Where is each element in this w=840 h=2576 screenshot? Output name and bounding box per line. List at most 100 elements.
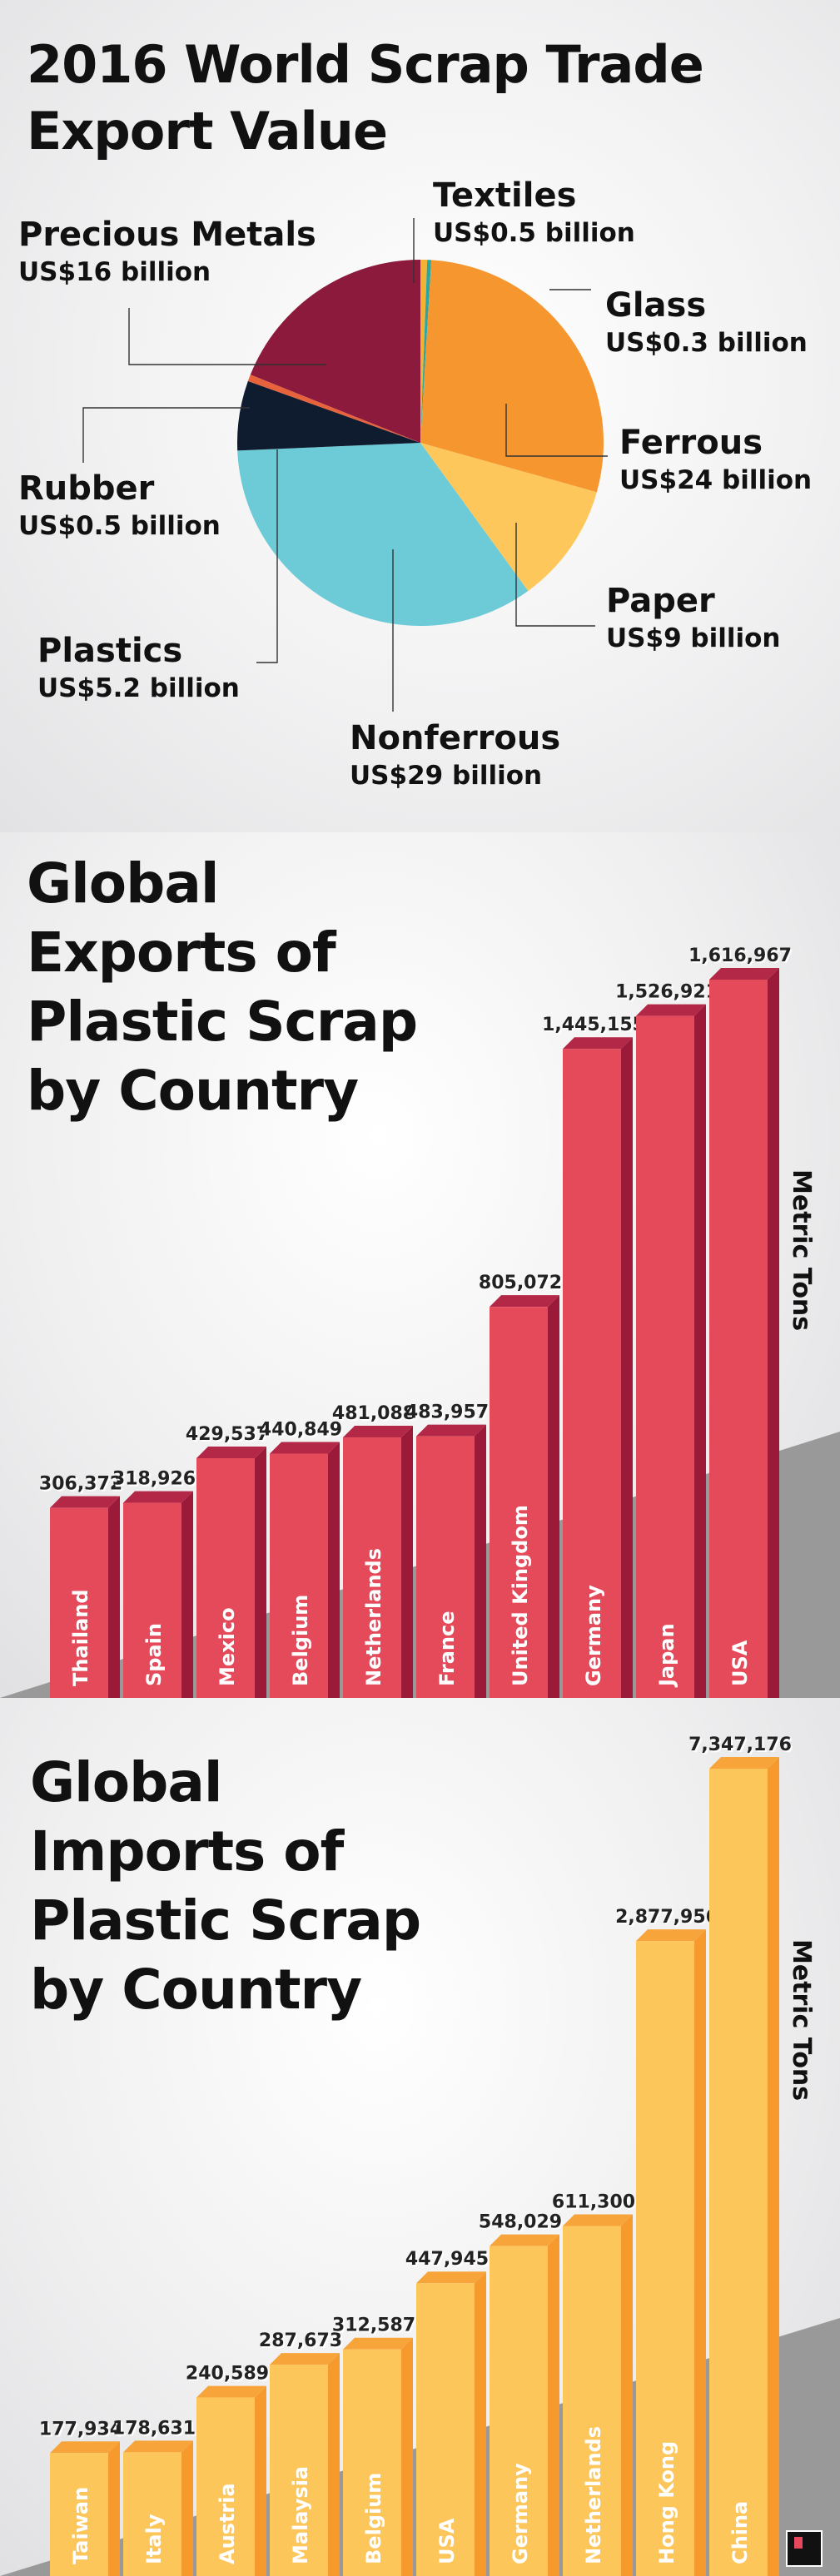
category-label-united-kingdom: United Kingdom [509, 1505, 532, 1686]
value-label-shadow: 1,445,155 [544, 1016, 647, 1037]
value-label-shadow: 240,589 [187, 2365, 271, 2386]
value-label-netherlands: 611,300 [552, 2192, 635, 2213]
category-label-belgium: Belgium [289, 1595, 312, 1686]
value-label-germany: 1,445,155 [542, 1015, 645, 1035]
bar-spain [123, 1491, 193, 1698]
leader-line-plastics [256, 449, 278, 663]
publisher-logo [786, 2530, 823, 2567]
bar-austria [196, 2385, 266, 2576]
value-label-mexico: 429,537 [186, 1424, 269, 1445]
bar-germany [490, 2234, 559, 2576]
leader-line-ferrous [505, 404, 608, 457]
slice-value-paper: US$9 billion [606, 623, 781, 653]
pie-slice-textiles [420, 260, 428, 443]
bar-usa [709, 968, 779, 1698]
value-label-shadow: 2,877,956 [617, 1908, 720, 1929]
category-label-china: China [728, 2501, 752, 2564]
bar-united-kingdom [490, 1295, 559, 1698]
bar-hong-kong [636, 1929, 706, 2576]
imports-bar-chart: Taiwan177,934177,934Italy178,631178,631A… [0, 1735, 840, 2576]
value-label-germany: 548,029 [479, 2212, 562, 2233]
slice-label-textiles: Textiles [433, 176, 576, 215]
bar-belgium [270, 1442, 340, 1698]
exports-section: Thailand 306,372 306,372 Spain 318,926 318,92… [0, 832, 840, 1698]
slice-label-glass: Glass [605, 286, 706, 325]
value-label-shadow: 805,072 [480, 1274, 564, 1295]
value-label-shadow: 481,088 [334, 1405, 417, 1426]
value-label-shadow: 7,347,176 [690, 1736, 793, 1757]
category-label-belgium: Belgium [362, 2473, 385, 2564]
bar-belgium [343, 2337, 413, 2576]
category-label-thailand: Thailand [69, 1589, 92, 1686]
value-label-belgium: 312,587 [332, 2315, 415, 2336]
value-label-shadow: 447,945 [407, 2251, 490, 2271]
slice-value-plastics: US$5.2 billion [37, 673, 240, 703]
slice-label-nonferrous: Nonferrous [350, 719, 560, 757]
value-label-japan: 1,526,921 [615, 982, 718, 1003]
leader-line-precious-metals [128, 308, 326, 365]
category-label-germany: Germany [509, 2463, 532, 2564]
value-label-united-kingdom: 805,072 [479, 1273, 562, 1293]
value-label-shadow: 1,526,921 [617, 984, 720, 1005]
category-label-spain: Spain [142, 1623, 166, 1686]
value-label-spain: 318,926 [112, 1469, 196, 1490]
category-label-austria: Austria [216, 2483, 239, 2564]
imports-title: Global Imports of Plastic Scrap by Count… [30, 1750, 421, 2022]
bar-netherlands [563, 2214, 633, 2576]
pie-slice-glass [420, 260, 432, 443]
value-label-shadow: 318,926 [114, 1471, 197, 1491]
value-label-china: 7,347,176 [688, 1735, 792, 1755]
slice-value-textiles: US$0.5 billion [433, 218, 635, 248]
bar-mexico [196, 1447, 266, 1698]
value-label-thailand: 306,372 [39, 1474, 122, 1495]
category-label-usa: USA [728, 1640, 752, 1686]
leader-line-rubber [82, 407, 250, 463]
slice-label-rubber: Rubber [18, 469, 155, 508]
value-label-usa: 447,945 [405, 2249, 489, 2270]
value-label-shadow: 611,300 [554, 2194, 637, 2215]
leader-line-paper [515, 523, 595, 627]
bar-china [709, 1757, 779, 2576]
value-label-usa: 1,616,967 [688, 946, 792, 966]
slice-value-rubber: US$0.5 billion [18, 511, 221, 541]
value-label-shadow: 440,849 [261, 1422, 344, 1442]
bar-japan [636, 1004, 706, 1698]
pie-slice-rubber [247, 375, 420, 443]
pie-slice-paper [420, 443, 597, 591]
bar-thailand [50, 1496, 120, 1698]
value-label-malaysia: 287,673 [259, 2330, 342, 2351]
pie-section: 2016 World Scrap Trade Export Value Text… [0, 0, 840, 832]
slice-label-precious-metals: Precious Metals [18, 216, 316, 254]
exports-unit-label: Metric Tons [787, 1169, 816, 1332]
value-label-netherlands: 481,088 [332, 1403, 415, 1424]
pie-title: 2016 World Scrap Trade Export Value [27, 34, 704, 161]
slice-value-nonferrous: US$29 billion [350, 761, 542, 791]
value-label-shadow: 177,934 [41, 2420, 124, 2441]
value-label-taiwan: 177,934 [39, 2419, 122, 2440]
category-label-mexico: Mexico [216, 1607, 239, 1686]
pie-slice-precious-metals [250, 260, 420, 443]
slice-label-plastics: Plastics [37, 632, 182, 670]
category-label-taiwan: Taiwan [69, 2487, 92, 2564]
exports-bar-chart: Thailand306,372306,372Spain318,926318,92… [0, 946, 840, 1698]
pie-slice-ferrous [420, 260, 604, 493]
category-label-netherlands: Netherlands [362, 1548, 385, 1686]
bar-taiwan [50, 2441, 120, 2576]
category-label-hong-kong: Hong Kong [655, 2441, 678, 2564]
category-label-germany: Germany [582, 1585, 605, 1686]
slice-value-precious-metals: US$16 billion [18, 257, 211, 287]
category-label-malaysia: Malaysia [289, 2466, 312, 2564]
imports-unit-label: Metric Tons [787, 1939, 816, 2102]
category-label-italy: Italy [142, 2514, 166, 2564]
bar-france [416, 1424, 486, 1698]
bar-malaysia [270, 2353, 340, 2576]
imports-section: Taiwan 177,934 177,934 Italy 178,631 178,631 A… [0, 1698, 840, 2576]
value-label-italy: 178,631 [112, 2418, 196, 2439]
slice-value-glass: US$0.3 billion [605, 328, 808, 358]
value-label-shadow: 178,631 [114, 2420, 197, 2440]
value-label-shadow: 429,537 [187, 1426, 271, 1447]
bar-italy [123, 2440, 193, 2576]
category-label-netherlands: Netherlands [582, 2426, 605, 2564]
value-label-shadow: 1,616,967 [690, 947, 793, 968]
